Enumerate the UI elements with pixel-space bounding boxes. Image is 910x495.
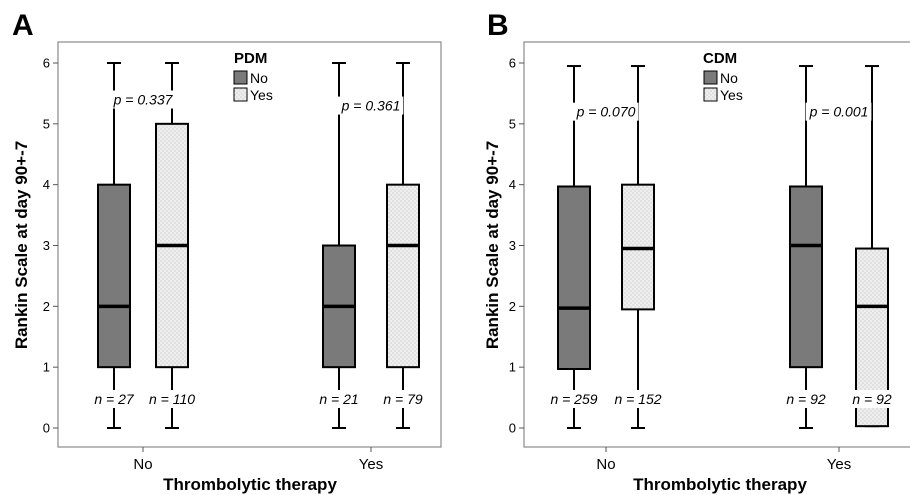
x-category-label: Yes	[359, 456, 383, 473]
p-value-background	[805, 102, 872, 121]
legend-swatch-yes	[703, 87, 718, 102]
plot-frame	[523, 41, 910, 448]
box-body	[789, 185, 823, 369]
legend: PDM No Yes	[233, 50, 273, 103]
box-series: n = 259 n = 152 n = 92 n = 92	[548, 65, 894, 429]
y-tick-label: 5	[43, 116, 50, 131]
n-label-background	[548, 390, 600, 408]
box-yes-no: n = 92	[784, 65, 828, 429]
box-body	[386, 183, 420, 369]
n-label-background	[317, 390, 361, 408]
legend-label-no: No	[720, 70, 738, 86]
p-value-background	[109, 90, 177, 109]
n-label: n = 259	[550, 391, 597, 407]
y-tick-label: 4	[43, 177, 50, 192]
x-category-label: No	[596, 456, 615, 473]
y-tick-label: 0	[43, 421, 50, 436]
x-axis-title: Thrombolytic therapy	[633, 475, 807, 494]
n-label: n = 21	[319, 391, 358, 407]
y-axis-title: Rankin Scale at day 90+-7	[483, 141, 502, 349]
x-categories: No Yes	[596, 447, 851, 473]
box-yes-yes: n = 79	[381, 62, 425, 429]
p-value-label: p = 0.361	[341, 98, 401, 114]
n-label: n = 92	[852, 391, 892, 407]
plot-frame	[57, 41, 442, 448]
n-label: n = 92	[786, 391, 826, 407]
legend-title: CDM	[703, 50, 737, 67]
legend-title: PDM	[234, 50, 267, 67]
p-value-background	[337, 96, 404, 115]
n-label-background	[850, 390, 894, 408]
n-label-background	[784, 390, 828, 408]
n-label: n = 27	[94, 391, 135, 407]
box-body	[557, 185, 591, 370]
n-label-background	[92, 390, 137, 408]
y-ticks: 0 1 2 3 4 5 6	[509, 56, 524, 436]
y-tick-label: 6	[43, 56, 50, 71]
box-yes-yes: n = 92	[850, 65, 894, 428]
y-tick-label: 0	[509, 421, 516, 436]
n-label-background	[612, 390, 664, 408]
legend-swatch-no	[703, 70, 718, 85]
n-label: n = 110	[149, 391, 195, 407]
legend-label-yes: Yes	[250, 87, 273, 103]
panel-a: A Rankin Scale at day 90+-7 Thrombolytic…	[12, 9, 442, 494]
y-tick-label: 2	[43, 299, 50, 314]
y-tick-label: 4	[509, 177, 516, 192]
x-axis-title: Thrombolytic therapy	[163, 475, 337, 494]
panel-b: B Rankin Scale at day 90+-7 Thrombolytic…	[483, 9, 910, 494]
y-axis-title: Rankin Scale at day 90+-7	[12, 141, 31, 349]
x-categories: No Yes	[133, 447, 383, 473]
legend-label-yes: Yes	[720, 87, 743, 103]
legend-swatch-yes	[233, 87, 248, 102]
x-category-label: Yes	[827, 456, 851, 473]
annotations: p = 0.070 p = 0.001	[572, 102, 872, 121]
n-label: n = 152	[614, 391, 661, 407]
panel-label: B	[487, 9, 509, 42]
n-label-background	[146, 390, 198, 408]
p-value-label: p = 0.001	[809, 104, 869, 120]
box-no-no: n = 27	[92, 62, 137, 429]
legend-swatch-no	[233, 70, 248, 85]
p-value-background	[572, 102, 639, 121]
y-tick-label: 3	[43, 238, 50, 253]
y-ticks: 0 1 2 3 4 5 6	[43, 56, 58, 436]
p-value-label: p = 0.337	[113, 92, 174, 108]
y-tick-label: 1	[509, 360, 516, 375]
y-tick-label: 2	[509, 299, 516, 314]
n-label-background	[381, 390, 425, 408]
y-tick-label: 3	[509, 238, 516, 253]
panel-label: A	[12, 9, 34, 42]
box-series: n = 27 n = 110 n = 21 n = 79	[92, 62, 425, 429]
box-no-yes: n = 152	[612, 65, 664, 429]
box-no-no: n = 259	[548, 65, 600, 429]
y-tick-label: 6	[509, 56, 516, 71]
annotations: p = 0.337 p = 0.361	[109, 90, 404, 115]
n-label: n = 79	[383, 391, 423, 407]
box-body	[97, 183, 131, 369]
y-tick-label: 5	[509, 116, 516, 131]
box-yes-no: n = 21	[317, 62, 361, 429]
box-no-yes: n = 110	[146, 62, 198, 429]
legend-label-no: No	[250, 70, 268, 86]
x-category-label: No	[133, 456, 152, 473]
p-value-label: p = 0.070	[576, 104, 636, 120]
legend: CDM No Yes	[703, 50, 743, 103]
y-tick-label: 1	[43, 360, 50, 375]
